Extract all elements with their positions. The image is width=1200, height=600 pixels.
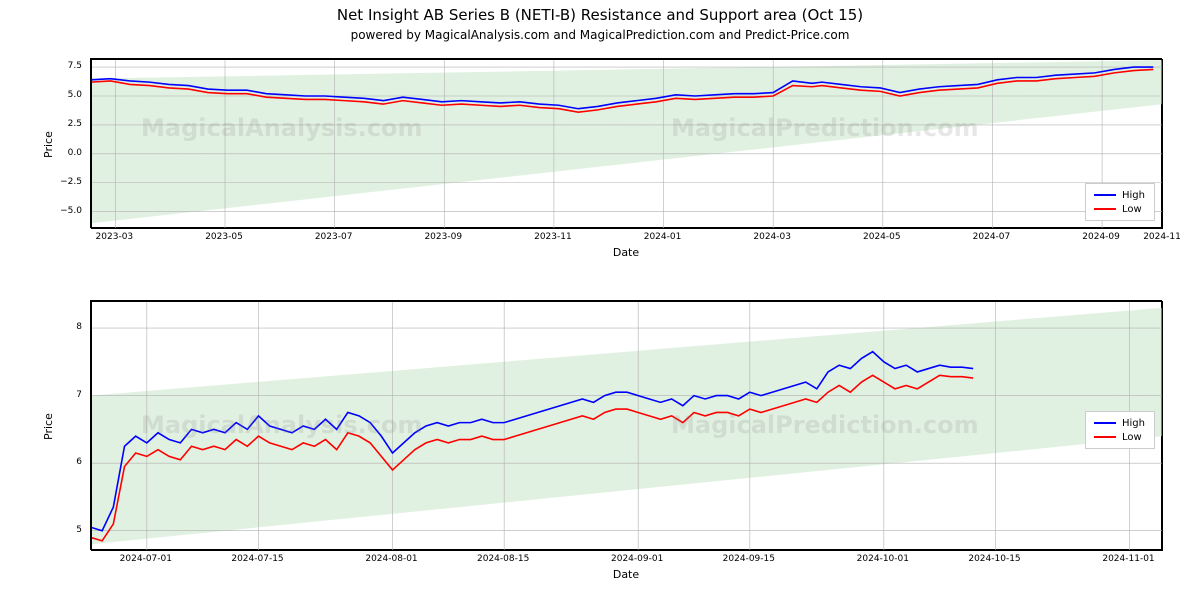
legend-label: High: [1122, 418, 1145, 429]
x-tick-label: 2023-03: [96, 232, 134, 242]
chart-top: HighLow MagicalAnalysis.comMagicalPredic…: [90, 58, 1162, 228]
chart-bottom-plot: [91, 301, 1163, 551]
x-tick-label: 2024-03: [753, 232, 791, 242]
chart-bottom-ylabel: Price: [42, 413, 55, 440]
y-tick-label: 8: [54, 322, 82, 332]
page-subtitle: powered by MagicalAnalysis.com and Magic…: [0, 28, 1200, 42]
legend-item: Low: [1094, 430, 1146, 444]
legend-swatch: [1094, 436, 1116, 438]
legend-swatch: [1094, 194, 1116, 196]
y-tick-label: 6: [54, 457, 82, 467]
x-tick-label: 2024-10-01: [857, 554, 909, 564]
y-tick-label: −5.0: [54, 206, 82, 216]
page-title: Net Insight AB Series B (NETI-B) Resista…: [0, 6, 1200, 24]
y-tick-label: 0.0: [54, 148, 82, 158]
x-tick-label: 2024-07-01: [120, 554, 172, 564]
x-tick-label: 2024-09-01: [611, 554, 663, 564]
x-tick-label: 2024-05: [863, 232, 901, 242]
x-tick-label: 2023-05: [205, 232, 243, 242]
x-tick-label: 2024-07: [973, 232, 1011, 242]
y-tick-label: −2.5: [54, 177, 82, 187]
y-tick-label: 2.5: [54, 119, 82, 129]
x-tick-label: 2024-07-15: [231, 554, 283, 564]
y-tick-label: 7: [54, 390, 82, 400]
y-tick-label: 5: [54, 525, 82, 535]
x-tick-label: 2024-08-15: [477, 554, 529, 564]
x-tick-label: 2024-09-15: [723, 554, 775, 564]
legend-swatch: [1094, 208, 1116, 210]
legend-swatch: [1094, 422, 1116, 424]
chart-top-legend: High Low: [1085, 183, 1155, 221]
x-tick-label: 2023-07: [315, 232, 353, 242]
legend-item: Low: [1094, 202, 1146, 216]
x-tick-label: 2024-11-01: [1102, 554, 1154, 564]
x-tick-label: 2024-11: [1143, 232, 1181, 242]
legend-item: High: [1094, 188, 1146, 202]
legend-label: Low: [1122, 204, 1142, 215]
x-tick-label: 2024-10-15: [968, 554, 1020, 564]
x-tick-label: 2023-09: [424, 232, 462, 242]
page: Net Insight AB Series B (NETI-B) Resista…: [0, 0, 1200, 600]
legend-label: Low: [1122, 432, 1142, 443]
chart-top-plot: [91, 59, 1163, 229]
x-tick-label: 2023-11: [534, 232, 572, 242]
y-tick-label: 5.0: [54, 90, 82, 100]
y-tick-label: 7.5: [54, 61, 82, 71]
x-tick-label: 2024-08-01: [365, 554, 417, 564]
chart-bottom-legend: High Low: [1085, 411, 1155, 449]
chart-bottom: HighLow MagicalAnalysis.comMagicalPredic…: [90, 300, 1162, 550]
chart-bottom-xlabel: Date: [90, 568, 1162, 581]
x-tick-label: 2024-09: [1082, 232, 1120, 242]
x-tick-label: 2024-01: [644, 232, 682, 242]
legend-label: High: [1122, 190, 1145, 201]
chart-top-xlabel: Date: [90, 246, 1162, 259]
legend-item: High: [1094, 416, 1146, 430]
